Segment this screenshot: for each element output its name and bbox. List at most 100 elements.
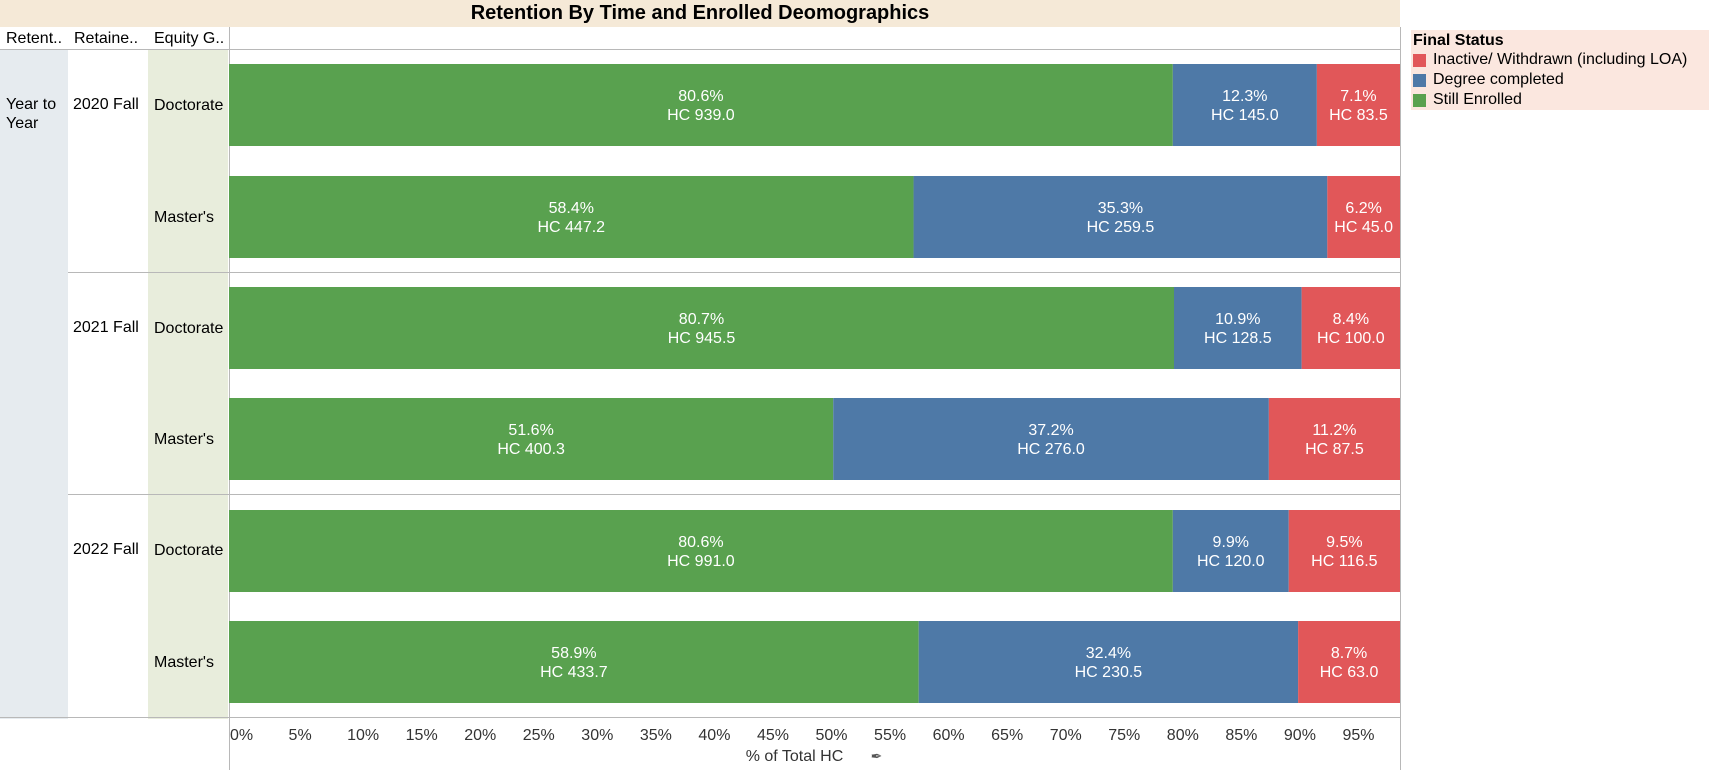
bar-percent-label: 9.5% <box>1326 534 1362 551</box>
x-tick-label: 85% <box>1225 727 1257 744</box>
legend-label-still-enrolled: Still Enrolled <box>1433 91 1522 108</box>
bar-segment[interactable] <box>1327 176 1400 258</box>
bar-hc-label: HC 400.3 <box>497 441 565 458</box>
x-tick-label: 80% <box>1167 727 1199 744</box>
bar-hc-label: HC 120.0 <box>1197 553 1265 570</box>
x-tick-label: 40% <box>698 727 730 744</box>
legend-swatch-degree-completed <box>1413 73 1426 87</box>
legend-swatch-still-enrolled <box>1413 93 1426 107</box>
bar-segment[interactable] <box>918 621 1299 703</box>
bar-percent-label: 11.2% <box>1312 422 1356 439</box>
legend-item-degree-completed[interactable]: Degree completed <box>1413 71 1564 89</box>
bar-segment[interactable] <box>1316 64 1400 146</box>
retention-label[interactable]: Year to Year <box>6 96 57 132</box>
bar-percent-label: 58.9% <box>551 645 596 662</box>
row-divider <box>0 717 1400 718</box>
x-tick-label: 55% <box>874 727 906 744</box>
group-label-masters[interactable]: Master's <box>154 209 214 226</box>
legend-label-inactive: Inactive/ Withdrawn (including LOA) <box>1433 51 1688 68</box>
bar-percent-label: 32.4% <box>1086 645 1131 662</box>
bar-segment[interactable] <box>913 176 1328 258</box>
x-tick-label: 25% <box>523 727 555 744</box>
term-label-2020[interactable]: 2020 Fall <box>73 96 139 113</box>
x-tick-label: 75% <box>1108 727 1140 744</box>
bar-hc-label: HC 100.0 <box>1317 330 1385 347</box>
bar-hc-label: HC 433.7 <box>540 664 608 681</box>
x-tick-label: 60% <box>933 727 965 744</box>
x-tick-label: 20% <box>464 727 496 744</box>
bar-percent-label: 80.6% <box>678 88 723 105</box>
bar-percent-label: 6.2% <box>1345 200 1381 217</box>
bar-percent-label: 80.6% <box>678 534 723 551</box>
group-label-doctorate[interactable]: Doctorate <box>154 320 224 337</box>
bar-segment[interactable] <box>1288 510 1400 592</box>
legend-item-inactive[interactable]: Inactive/ Withdrawn (including LOA) <box>1413 51 1687 69</box>
bar-hc-label: HC 939.0 <box>667 107 735 124</box>
x-tick-label: 5% <box>289 727 312 744</box>
bar-hc-label: HC 230.5 <box>1075 664 1143 681</box>
x-tick-label: 15% <box>406 727 438 744</box>
legend-swatch-inactive <box>1413 53 1426 67</box>
equity-group-column <box>148 49 228 719</box>
bar-percent-label: 8.4% <box>1333 311 1369 328</box>
x-tick-label: 35% <box>640 727 672 744</box>
bar-hc-label: HC 145.0 <box>1211 107 1279 124</box>
header-equity-group[interactable]: Equity G.. <box>154 30 225 47</box>
row-divider <box>0 49 1400 50</box>
bar-percent-label: 10.9% <box>1215 311 1260 328</box>
x-tick-label: 10% <box>347 727 379 744</box>
x-tick-label: 30% <box>581 727 613 744</box>
group-label-masters[interactable]: Master's <box>154 431 214 448</box>
bar-segment[interactable] <box>833 398 1269 480</box>
pin-icon: ✒ <box>871 749 883 765</box>
bar-segment[interactable] <box>229 176 914 258</box>
bar-segment[interactable] <box>1298 621 1400 703</box>
bar-hc-label: HC 87.5 <box>1305 441 1364 458</box>
bar-percent-label: 37.2% <box>1028 422 1073 439</box>
bar-segment[interactable] <box>1172 64 1317 146</box>
bar-segment[interactable] <box>1268 398 1400 480</box>
bar-segment[interactable] <box>1301 287 1400 369</box>
term-label-2022[interactable]: 2022 Fall <box>73 541 139 558</box>
bar-segment[interactable] <box>229 64 1173 146</box>
bar-hc-label: HC 128.5 <box>1204 330 1272 347</box>
group-divider <box>68 272 1400 273</box>
bar-hc-label: HC 45.0 <box>1334 219 1393 236</box>
retention-column <box>0 49 68 719</box>
bar-segment[interactable] <box>229 510 1173 592</box>
group-divider <box>68 494 1400 495</box>
group-label-masters[interactable]: Master's <box>154 654 214 671</box>
bar-segment[interactable] <box>1173 287 1302 369</box>
bar-segment[interactable] <box>229 398 834 480</box>
header-retained[interactable]: Retaine.. <box>74 30 139 47</box>
bar-segment[interactable] <box>229 621 919 703</box>
bar-hc-label: HC 945.5 <box>668 330 736 347</box>
legend <box>1411 30 1709 110</box>
term-label-2021[interactable]: 2021 Fall <box>73 319 139 336</box>
bar-percent-label: 51.6% <box>508 422 553 439</box>
x-tick-label: 70% <box>1050 727 1082 744</box>
bar-segment[interactable] <box>229 287 1174 369</box>
group-label-doctorate[interactable]: Doctorate <box>154 542 224 559</box>
x-tick-label: 50% <box>816 727 848 744</box>
x-tick-label: 45% <box>757 727 789 744</box>
bar-percent-label: 80.7% <box>679 311 724 328</box>
header-retention[interactable]: Retent.. <box>6 30 63 47</box>
bar-percent-label: 8.7% <box>1331 645 1367 662</box>
group-label-doctorate[interactable]: Doctorate <box>154 97 224 114</box>
bar-hc-label: HC 276.0 <box>1017 441 1085 458</box>
x-tick-label: 0% <box>230 727 253 744</box>
x-tick-label: 90% <box>1284 727 1316 744</box>
bar-percent-label: 35.3% <box>1098 200 1143 217</box>
bar-segment[interactable] <box>1172 510 1289 592</box>
bar-hc-label: HC 116.5 <box>1311 553 1378 570</box>
legend-label-degree-completed: Degree completed <box>1433 71 1564 88</box>
bar-hc-label: HC 447.2 <box>537 219 605 236</box>
legend-item-still-enrolled[interactable]: Still Enrolled <box>1413 91 1522 109</box>
bar-hc-label: HC 83.5 <box>1329 107 1388 124</box>
x-tick-label: 65% <box>991 727 1023 744</box>
chart-title: Retention By Time and Enrolled Deomograp… <box>0 0 1400 27</box>
x-tick-label: 95% <box>1342 727 1374 744</box>
bar-hc-label: HC 991.0 <box>667 553 735 570</box>
